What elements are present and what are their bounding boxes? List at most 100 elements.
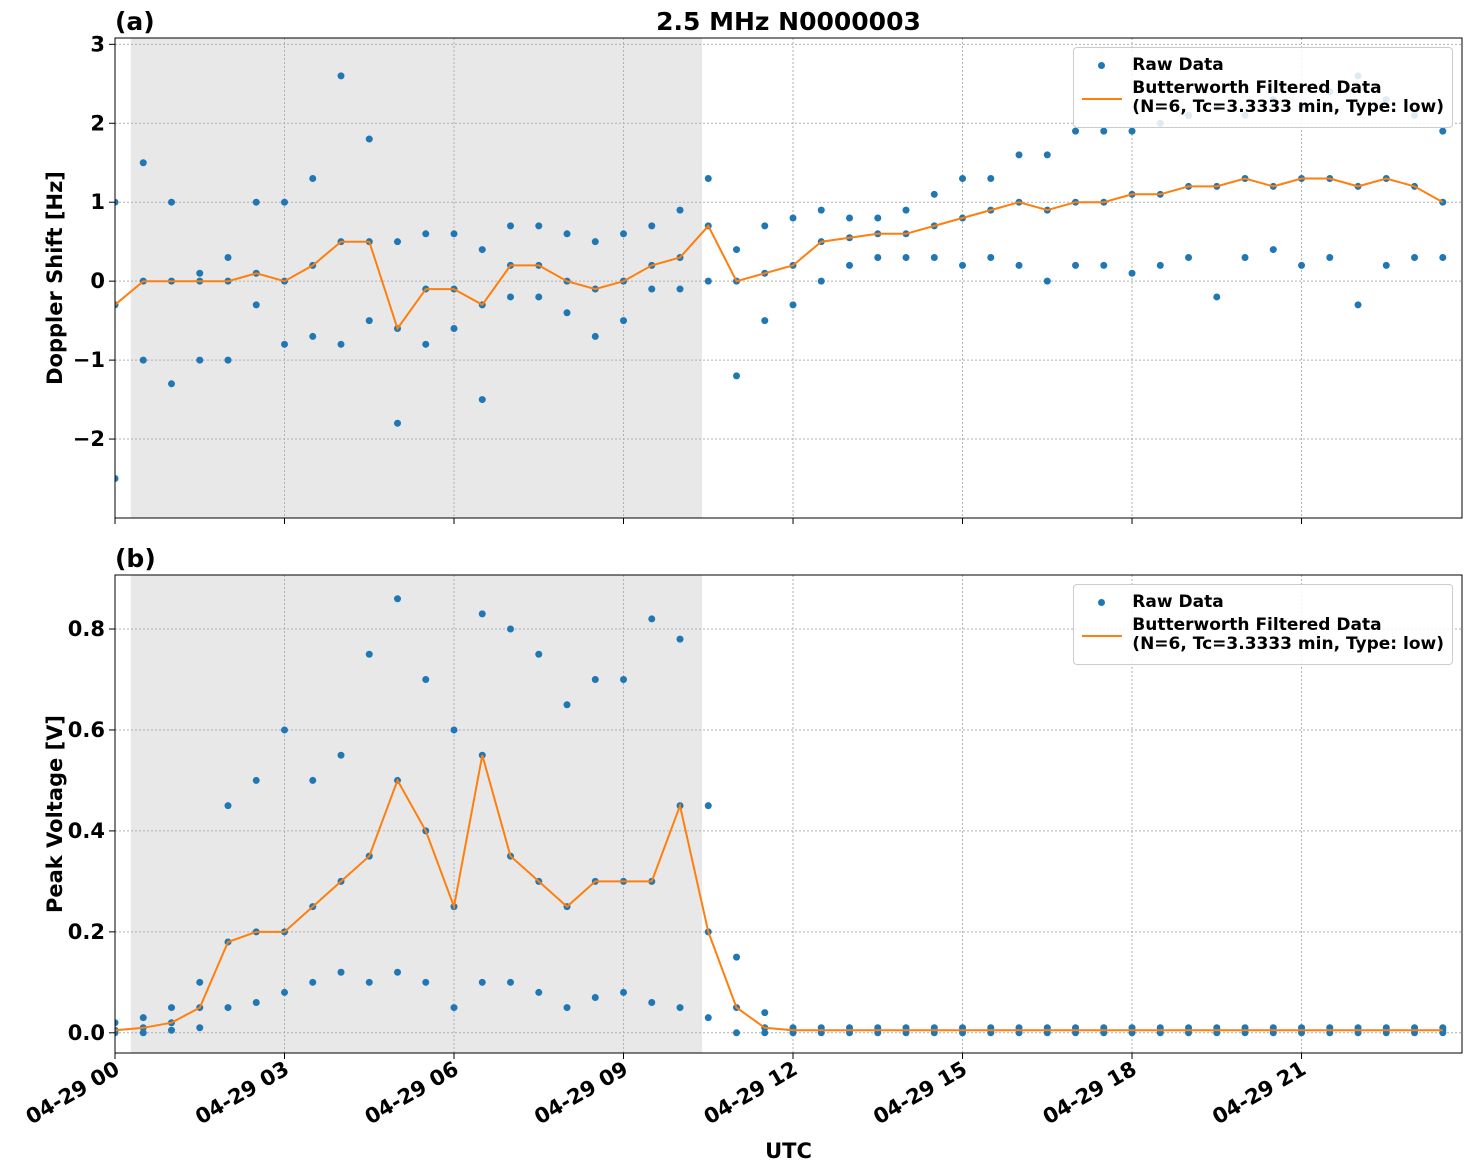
raw-point xyxy=(337,751,345,759)
x-tick-label: 04-29 03 xyxy=(191,1057,293,1130)
raw-point xyxy=(959,261,967,269)
raw-point xyxy=(761,317,769,325)
raw-point xyxy=(535,222,543,230)
raw-point xyxy=(959,175,967,183)
raw-point xyxy=(139,356,147,364)
filtered-line xyxy=(115,177,1444,331)
raw-point xyxy=(394,238,402,246)
raw-point xyxy=(478,396,486,404)
legend-entry: Raw Data xyxy=(1082,593,1444,612)
panel-label: (b) xyxy=(115,544,156,573)
raw-point xyxy=(507,978,515,986)
raw-point xyxy=(224,1004,232,1012)
raw-point xyxy=(789,301,797,309)
raw-point xyxy=(115,1019,119,1027)
legend-line xyxy=(1082,98,1123,100)
raw-point xyxy=(591,332,599,340)
raw-point xyxy=(676,635,684,643)
raw-point xyxy=(535,988,543,996)
raw-point xyxy=(1156,261,1164,269)
raw-point xyxy=(196,269,204,277)
raw-point xyxy=(535,293,543,301)
y-tick-label: 0 xyxy=(90,269,105,293)
raw-point xyxy=(563,230,571,238)
raw-point xyxy=(620,317,628,325)
legend-marker xyxy=(1098,599,1106,606)
raw-point xyxy=(337,340,345,348)
raw-point xyxy=(139,1014,147,1022)
legend-label: Raw Data xyxy=(1132,592,1224,612)
raw-point xyxy=(309,175,317,183)
raw-point xyxy=(789,214,797,222)
raw-point xyxy=(676,285,684,293)
raw-point xyxy=(761,222,769,230)
raw-point xyxy=(761,1029,769,1037)
raw-point xyxy=(704,1014,712,1022)
x-axis-label: UTC xyxy=(765,1139,812,1163)
legend-label: Butterworth Filtered Data (N=6, Tc=3.333… xyxy=(1132,78,1444,117)
raw-point xyxy=(1241,253,1249,261)
y-tick-label: 1 xyxy=(90,190,105,214)
raw-point xyxy=(1213,293,1221,301)
raw-point xyxy=(761,1009,769,1017)
plot-area xyxy=(115,595,1447,1037)
raw-point xyxy=(450,230,458,238)
raw-point xyxy=(1043,277,1051,285)
panel-label: (a) xyxy=(115,7,155,36)
raw-point xyxy=(281,198,289,206)
y-tick-label: −2 xyxy=(73,427,105,451)
y-tick-label: 0.4 xyxy=(68,819,105,843)
raw-point xyxy=(1185,253,1193,261)
raw-point xyxy=(450,325,458,333)
raw-point xyxy=(281,988,289,996)
raw-point xyxy=(252,999,260,1007)
y-axis-label: Doppler Shift [Hz] xyxy=(43,171,67,385)
raw-point xyxy=(535,650,543,658)
y-tick-label: 0.8 xyxy=(68,617,105,641)
raw-point xyxy=(1128,269,1136,277)
raw-point xyxy=(817,277,825,285)
raw-point xyxy=(620,230,628,238)
raw-point xyxy=(196,978,204,986)
raw-point xyxy=(591,675,599,683)
raw-point xyxy=(422,230,430,238)
raw-point xyxy=(224,802,232,810)
axes-frame xyxy=(114,574,1463,1054)
raw-point xyxy=(1100,127,1108,135)
raw-point xyxy=(1043,151,1051,159)
x-tick-label: 04-29 06 xyxy=(361,1057,463,1130)
raw-point xyxy=(1439,127,1447,135)
legend-label: Raw Data xyxy=(1132,55,1224,75)
raw-point xyxy=(139,159,147,167)
raw-point xyxy=(507,293,515,301)
legend-marker xyxy=(1098,62,1106,69)
raw-point xyxy=(930,253,938,261)
raw-point xyxy=(648,222,656,230)
raw-point xyxy=(817,206,825,214)
x-tick-label: 04-29 18 xyxy=(1039,1057,1141,1130)
shaded-span xyxy=(130,38,703,518)
plot-area xyxy=(115,72,1447,483)
raw-point xyxy=(478,246,486,254)
raw-point xyxy=(337,72,345,80)
legend-entry: Raw Data xyxy=(1082,56,1444,75)
raw-point xyxy=(846,214,854,222)
raw-point xyxy=(309,332,317,340)
raw-point xyxy=(874,214,882,222)
raw-point xyxy=(1298,261,1306,269)
raw-point xyxy=(704,277,712,285)
raw-point xyxy=(422,675,430,683)
raw-point xyxy=(224,356,232,364)
raw-point xyxy=(1072,127,1080,135)
raw-point xyxy=(591,993,599,1001)
legend-key xyxy=(1082,56,1122,75)
raw-point xyxy=(1354,301,1362,309)
raw-point xyxy=(168,198,176,206)
raw-point xyxy=(281,726,289,734)
raw-point xyxy=(139,1029,147,1037)
raw-point xyxy=(365,135,373,143)
legend: Raw Data Butterworth Filtered Data (N=6, … xyxy=(1073,47,1453,128)
raw-point xyxy=(507,625,515,633)
